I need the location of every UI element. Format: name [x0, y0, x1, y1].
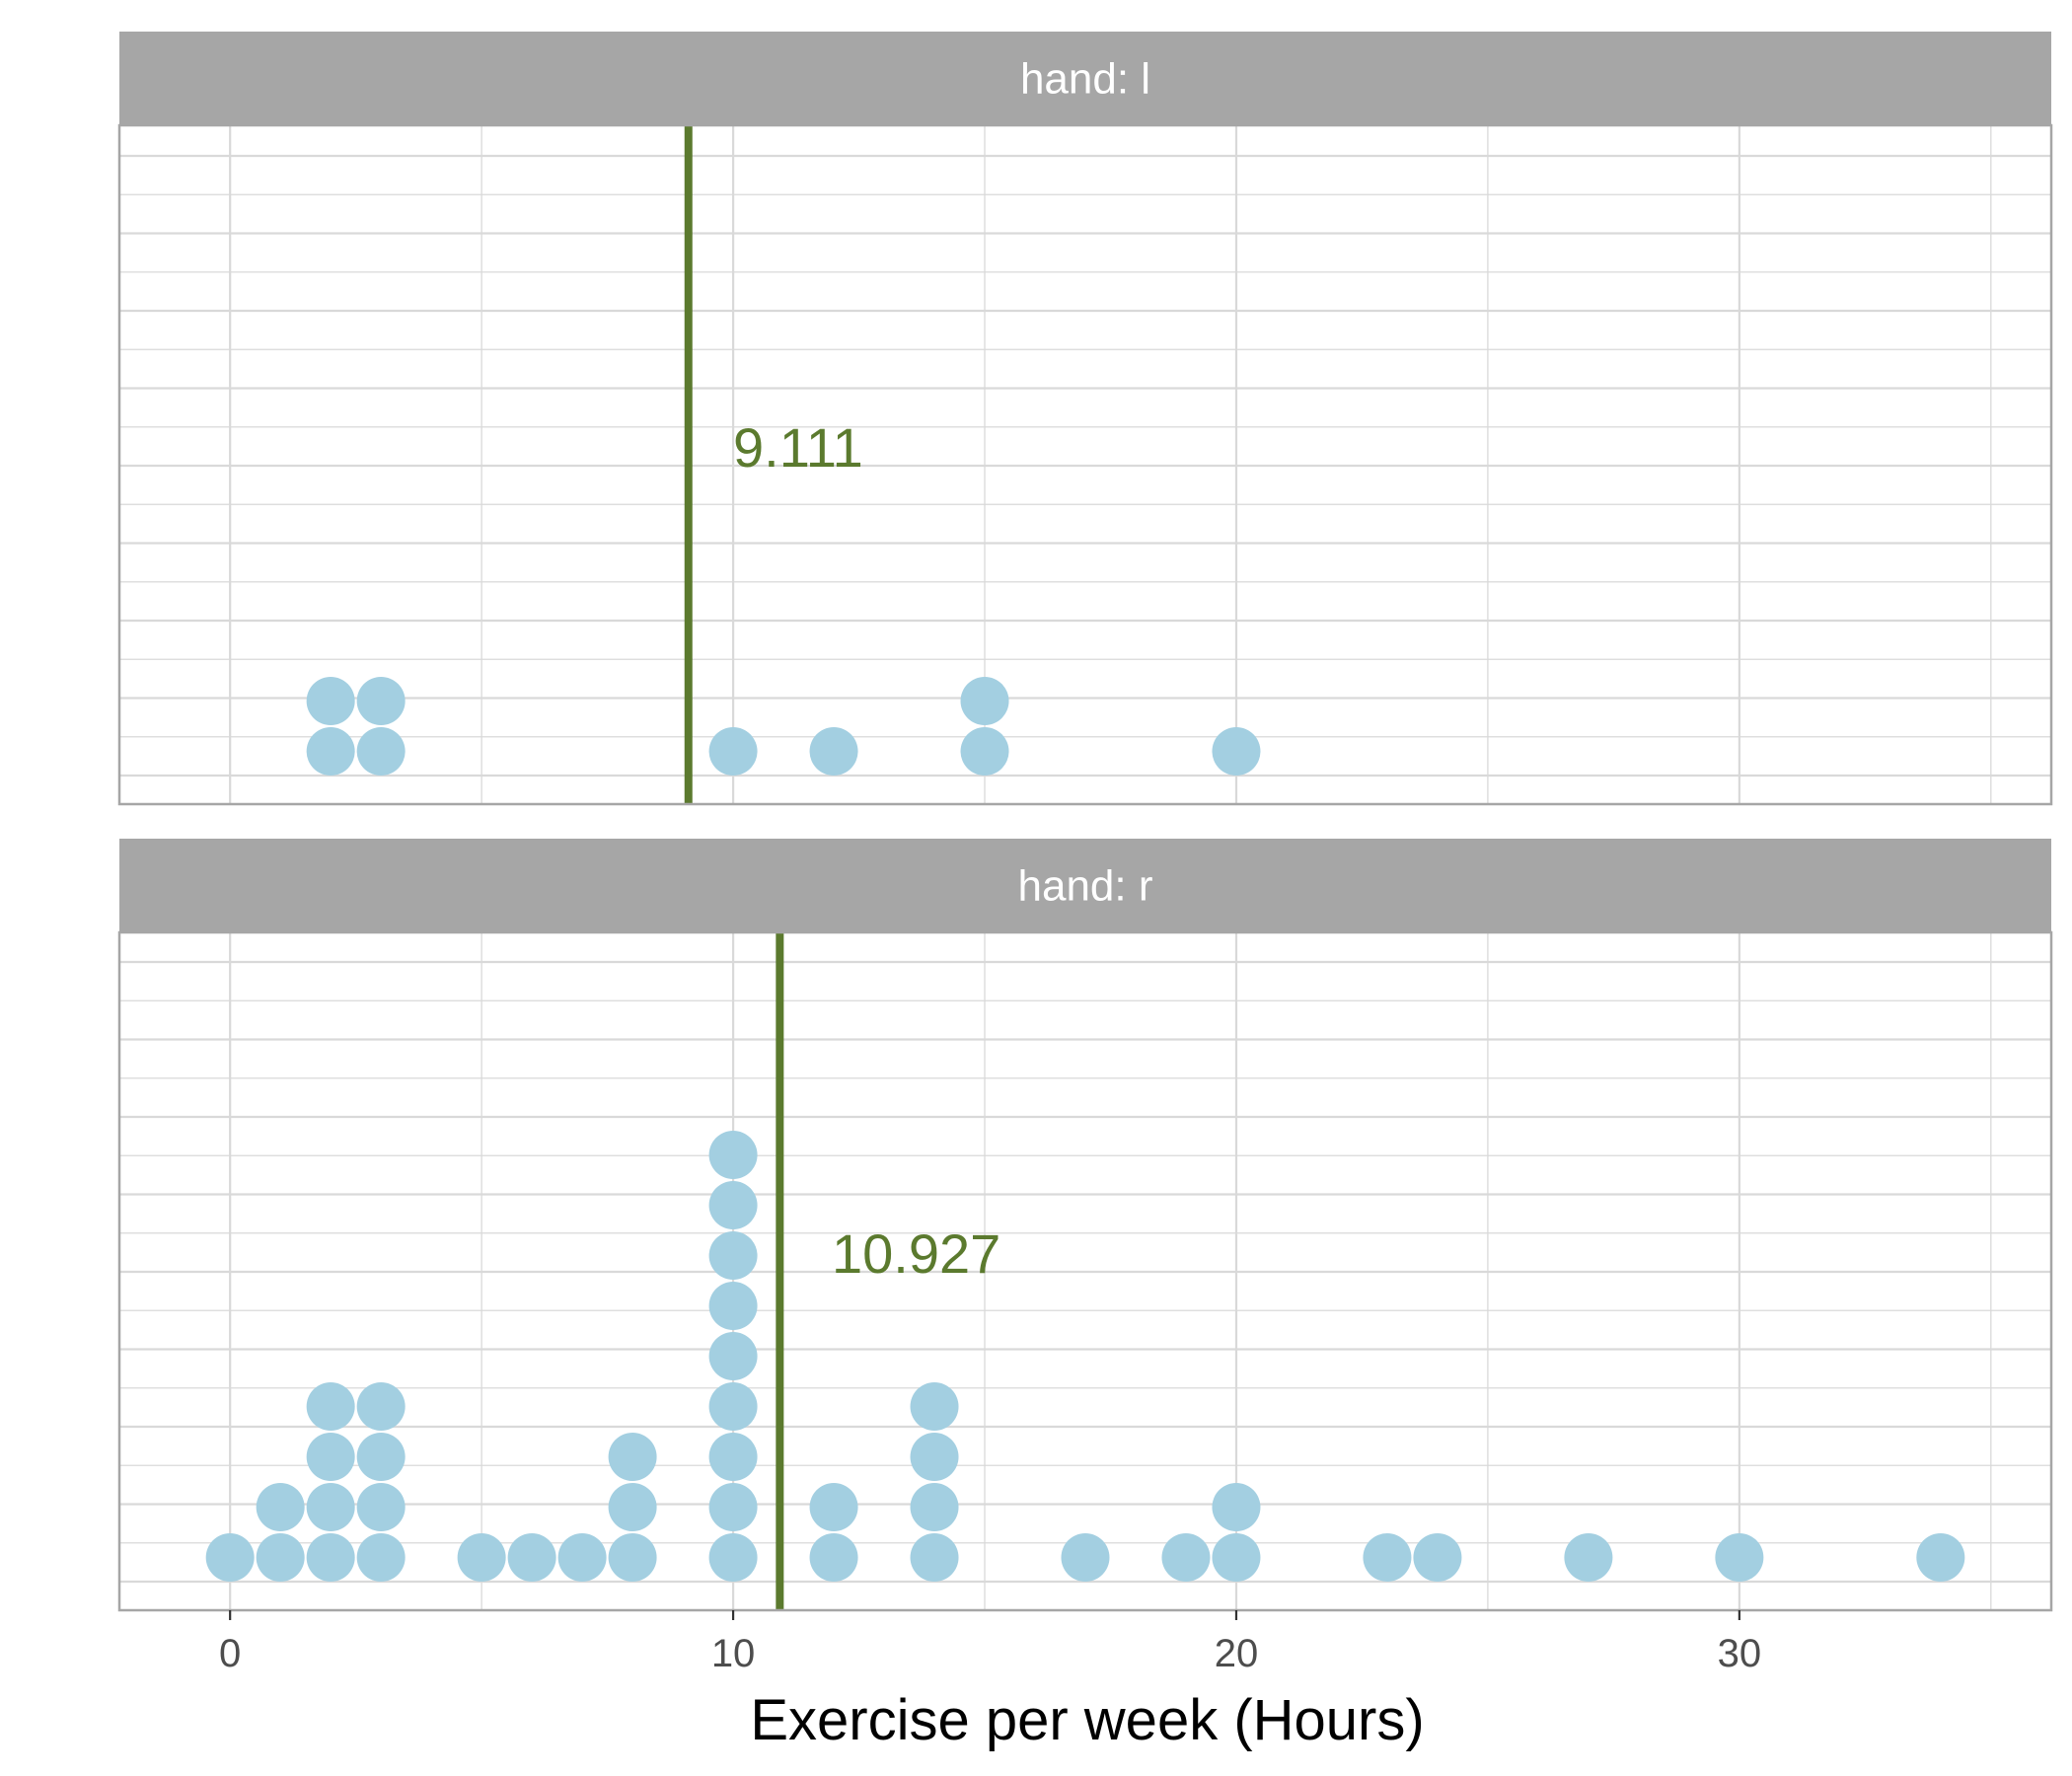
data-dot	[306, 1433, 355, 1481]
data-dot	[306, 1382, 355, 1431]
facet-strip	[119, 32, 2051, 125]
data-dot	[708, 1131, 758, 1179]
data-dot	[960, 727, 1009, 776]
data-dot	[809, 727, 858, 776]
data-dot	[1212, 1533, 1261, 1582]
data-dot	[356, 1433, 406, 1481]
dot-series	[306, 677, 1261, 776]
data-dot	[306, 677, 355, 725]
data-dot	[1212, 727, 1261, 776]
x-tick-label: 20	[1215, 1632, 1259, 1675]
data-dot	[1061, 1533, 1110, 1582]
data-dot	[608, 1533, 657, 1582]
data-dot	[1413, 1533, 1462, 1582]
data-dot	[809, 1483, 858, 1531]
data-dot	[1916, 1533, 1965, 1582]
data-dot	[306, 1483, 355, 1531]
data-dot	[708, 1433, 758, 1481]
data-dot	[205, 1533, 255, 1582]
dot-series	[205, 1131, 1965, 1582]
data-dot	[356, 1533, 406, 1582]
x-tick-label: 10	[711, 1632, 756, 1675]
facet-panel-2: hand: r 10.927	[117, 839, 2053, 1612]
facet-strip-label: hand: r	[1018, 862, 1153, 911]
data-dot	[708, 1181, 758, 1229]
data-dot	[708, 1533, 758, 1582]
data-dot	[507, 1533, 556, 1582]
data-dot	[708, 1332, 758, 1380]
data-dot	[960, 677, 1009, 725]
data-dot	[356, 677, 406, 725]
data-dot	[910, 1483, 959, 1531]
data-dot	[356, 727, 406, 776]
data-dot	[1161, 1533, 1211, 1582]
data-dot	[256, 1483, 305, 1531]
data-dot	[708, 1231, 758, 1280]
data-dot	[708, 1282, 758, 1330]
x-axis: 0 10 20 30	[219, 1610, 1761, 1675]
data-dot	[608, 1483, 657, 1531]
facet-panels: hand: l 9.111 hand: r 10.927	[117, 32, 2053, 1612]
data-dot	[356, 1483, 406, 1531]
x-axis-title: Exercise per week (Hours)	[750, 1688, 1424, 1752]
facet-panel-1: hand: l 9.111	[117, 32, 2053, 806]
data-dot	[809, 1533, 858, 1582]
data-dot	[708, 1483, 758, 1531]
data-dot	[1564, 1533, 1613, 1582]
data-dot	[910, 1382, 959, 1431]
data-dot	[608, 1433, 657, 1481]
panel-border	[117, 930, 2053, 1612]
facet-strip-label: hand: l	[1020, 55, 1150, 104]
data-dot	[557, 1533, 607, 1582]
x-tick-label: 30	[1718, 1632, 1762, 1675]
x-tick-label: 0	[219, 1632, 241, 1675]
data-dot	[306, 727, 355, 776]
data-dot	[910, 1533, 959, 1582]
data-dot	[910, 1433, 959, 1481]
facet-strip	[119, 839, 2051, 932]
mean-label: 9.111	[733, 416, 863, 479]
data-dot	[708, 1382, 758, 1431]
data-dot	[256, 1533, 305, 1582]
data-dot	[1363, 1533, 1412, 1582]
data-dot	[1212, 1483, 1261, 1531]
data-dot	[1715, 1533, 1764, 1582]
data-dot	[306, 1533, 355, 1582]
data-dot	[356, 1382, 406, 1431]
data-dot	[457, 1533, 506, 1582]
panel-border	[117, 123, 2053, 806]
data-dot	[708, 727, 758, 776]
mean-label: 10.927	[832, 1222, 1000, 1285]
